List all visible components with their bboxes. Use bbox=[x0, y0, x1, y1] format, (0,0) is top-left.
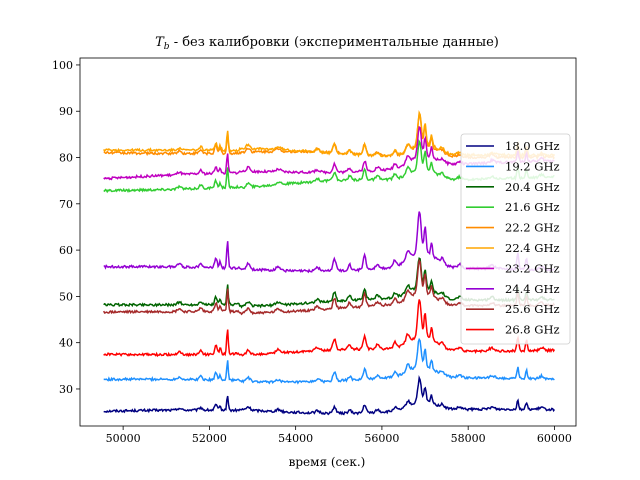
y-tick-label: 100 bbox=[52, 59, 73, 72]
legend-label: 18.0 GHz bbox=[505, 139, 560, 153]
series-line bbox=[103, 337, 555, 385]
x-tick-label: 56000 bbox=[364, 432, 399, 445]
x-tick-label: 50000 bbox=[106, 432, 141, 445]
y-tick-label: 30 bbox=[59, 383, 73, 396]
y-axis: 30 40 50 60 70 80 90 100 bbox=[52, 59, 80, 396]
legend-label: 26.8 GHz bbox=[505, 323, 560, 337]
legend-label: 19.2 GHz bbox=[505, 159, 560, 173]
legend-label: 22.4 GHz bbox=[505, 241, 560, 255]
legend-label: 25.6 GHz bbox=[505, 302, 560, 316]
y-tick-label: 70 bbox=[59, 198, 73, 211]
chart-title: Tb - без калибровки (экспериментальные д… bbox=[155, 35, 499, 52]
legend-label: 21.6 GHz bbox=[505, 200, 560, 214]
y-tick-label: 80 bbox=[59, 152, 73, 165]
y-tick-label: 90 bbox=[59, 105, 73, 118]
legend-label: 24.4 GHz bbox=[505, 282, 560, 296]
y-tick-label: 40 bbox=[59, 337, 73, 350]
series-line bbox=[103, 374, 556, 416]
x-tick-label: 52000 bbox=[192, 432, 227, 445]
x-axis-title: время (сек.) bbox=[289, 455, 366, 469]
title-subscript: b bbox=[164, 42, 170, 52]
plot-frame bbox=[79, 57, 577, 427]
x-tick-label: 54000 bbox=[278, 432, 313, 445]
legend-label: 20.4 GHz bbox=[505, 180, 560, 194]
legend-label: 22.2 GHz bbox=[505, 221, 560, 235]
y-tick-label: 50 bbox=[59, 290, 73, 303]
x-tick-label: 58000 bbox=[451, 432, 486, 445]
legend-label: 23.2 GHz bbox=[505, 261, 560, 275]
x-tick-label: 60000 bbox=[537, 432, 572, 445]
title-rest: - без калибровки (экспериментальные данн… bbox=[170, 35, 499, 50]
legend: 18.0 GHz 19.2 GHz 20.4 GHz 21.6 GHz 22.2 GHz… bbox=[460, 133, 571, 345]
title-symbol: T bbox=[155, 35, 165, 50]
series-line bbox=[103, 299, 556, 358]
y-tick-label: 60 bbox=[59, 244, 73, 257]
x-axis: 50000 52000 54000 56000 58000 60000 bbox=[106, 426, 572, 445]
